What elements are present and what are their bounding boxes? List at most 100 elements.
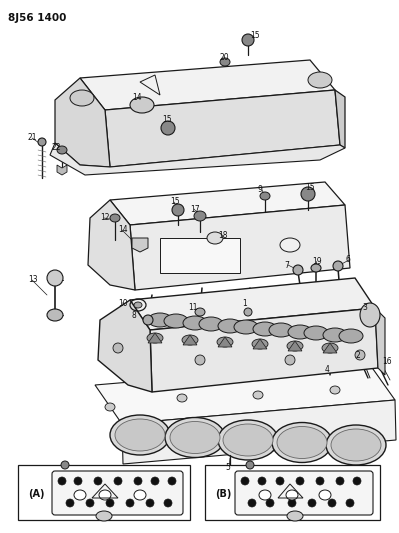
Text: 9: 9 <box>258 185 263 195</box>
Ellipse shape <box>319 490 331 500</box>
Polygon shape <box>50 143 345 175</box>
Ellipse shape <box>66 499 74 507</box>
Ellipse shape <box>110 214 120 222</box>
Ellipse shape <box>165 417 225 457</box>
Text: 14: 14 <box>132 93 142 101</box>
Text: 10: 10 <box>118 298 128 308</box>
Ellipse shape <box>70 90 94 106</box>
Polygon shape <box>150 308 378 392</box>
Ellipse shape <box>244 308 252 316</box>
Ellipse shape <box>134 477 142 485</box>
Bar <box>18 465 190 520</box>
Ellipse shape <box>182 335 198 345</box>
Ellipse shape <box>276 477 284 485</box>
Polygon shape <box>130 278 375 330</box>
Text: 19: 19 <box>312 256 322 265</box>
Polygon shape <box>218 337 232 347</box>
Text: 17: 17 <box>190 205 200 214</box>
Ellipse shape <box>170 422 220 454</box>
Ellipse shape <box>322 343 338 353</box>
Text: 6: 6 <box>345 255 350 264</box>
Polygon shape <box>95 362 395 424</box>
Ellipse shape <box>96 511 112 521</box>
Ellipse shape <box>353 477 361 485</box>
Polygon shape <box>375 308 385 375</box>
Ellipse shape <box>272 423 332 463</box>
Text: 22: 22 <box>52 143 61 152</box>
Text: 15: 15 <box>162 116 172 125</box>
Ellipse shape <box>241 477 249 485</box>
Polygon shape <box>98 300 152 392</box>
Polygon shape <box>148 333 162 343</box>
Polygon shape <box>130 205 350 290</box>
Ellipse shape <box>115 419 165 451</box>
Bar <box>160 238 240 273</box>
Ellipse shape <box>207 232 223 244</box>
Polygon shape <box>132 238 148 252</box>
Polygon shape <box>88 200 135 290</box>
Ellipse shape <box>130 97 154 113</box>
Ellipse shape <box>339 329 363 343</box>
Ellipse shape <box>57 146 67 154</box>
Ellipse shape <box>147 333 163 343</box>
Ellipse shape <box>308 499 316 507</box>
Ellipse shape <box>266 499 274 507</box>
Ellipse shape <box>126 499 134 507</box>
Polygon shape <box>105 90 340 167</box>
Text: 21: 21 <box>28 133 38 142</box>
Ellipse shape <box>94 477 102 485</box>
Text: 20: 20 <box>220 52 230 61</box>
Ellipse shape <box>259 490 271 500</box>
FancyBboxPatch shape <box>52 471 183 515</box>
Ellipse shape <box>99 490 111 500</box>
Ellipse shape <box>58 477 66 485</box>
Ellipse shape <box>61 461 69 469</box>
Ellipse shape <box>301 187 315 201</box>
Text: (A): (A) <box>28 489 45 499</box>
Text: 15: 15 <box>305 182 315 191</box>
Ellipse shape <box>328 499 336 507</box>
Polygon shape <box>335 90 345 148</box>
Ellipse shape <box>323 328 347 342</box>
Ellipse shape <box>177 394 187 402</box>
Text: 5: 5 <box>225 464 230 472</box>
Polygon shape <box>288 341 302 351</box>
Ellipse shape <box>269 323 293 337</box>
Ellipse shape <box>326 425 386 465</box>
Polygon shape <box>110 182 345 225</box>
Ellipse shape <box>106 499 114 507</box>
Ellipse shape <box>316 477 324 485</box>
Ellipse shape <box>74 477 82 485</box>
Ellipse shape <box>218 319 242 333</box>
Ellipse shape <box>336 477 344 485</box>
Ellipse shape <box>308 72 332 88</box>
Polygon shape <box>57 165 67 175</box>
Ellipse shape <box>248 499 256 507</box>
Text: (B): (B) <box>215 489 231 499</box>
Ellipse shape <box>164 499 172 507</box>
Text: 2: 2 <box>355 351 360 359</box>
Polygon shape <box>80 60 335 110</box>
Text: 15: 15 <box>250 31 260 41</box>
Ellipse shape <box>360 303 380 327</box>
Polygon shape <box>55 78 110 167</box>
Polygon shape <box>183 335 197 345</box>
Ellipse shape <box>195 355 205 365</box>
Text: 12: 12 <box>100 214 109 222</box>
Ellipse shape <box>304 326 328 340</box>
Text: 15: 15 <box>170 198 180 206</box>
Polygon shape <box>122 400 396 464</box>
Text: 14: 14 <box>118 225 128 235</box>
Ellipse shape <box>288 499 296 507</box>
FancyBboxPatch shape <box>235 471 373 515</box>
Text: 1: 1 <box>242 300 247 309</box>
Ellipse shape <box>105 403 115 411</box>
Text: 16: 16 <box>382 358 392 367</box>
Ellipse shape <box>148 313 172 327</box>
Ellipse shape <box>110 415 170 455</box>
Ellipse shape <box>246 461 254 469</box>
Ellipse shape <box>346 499 354 507</box>
Ellipse shape <box>195 308 205 316</box>
Ellipse shape <box>253 322 277 336</box>
Text: 11: 11 <box>188 303 198 311</box>
